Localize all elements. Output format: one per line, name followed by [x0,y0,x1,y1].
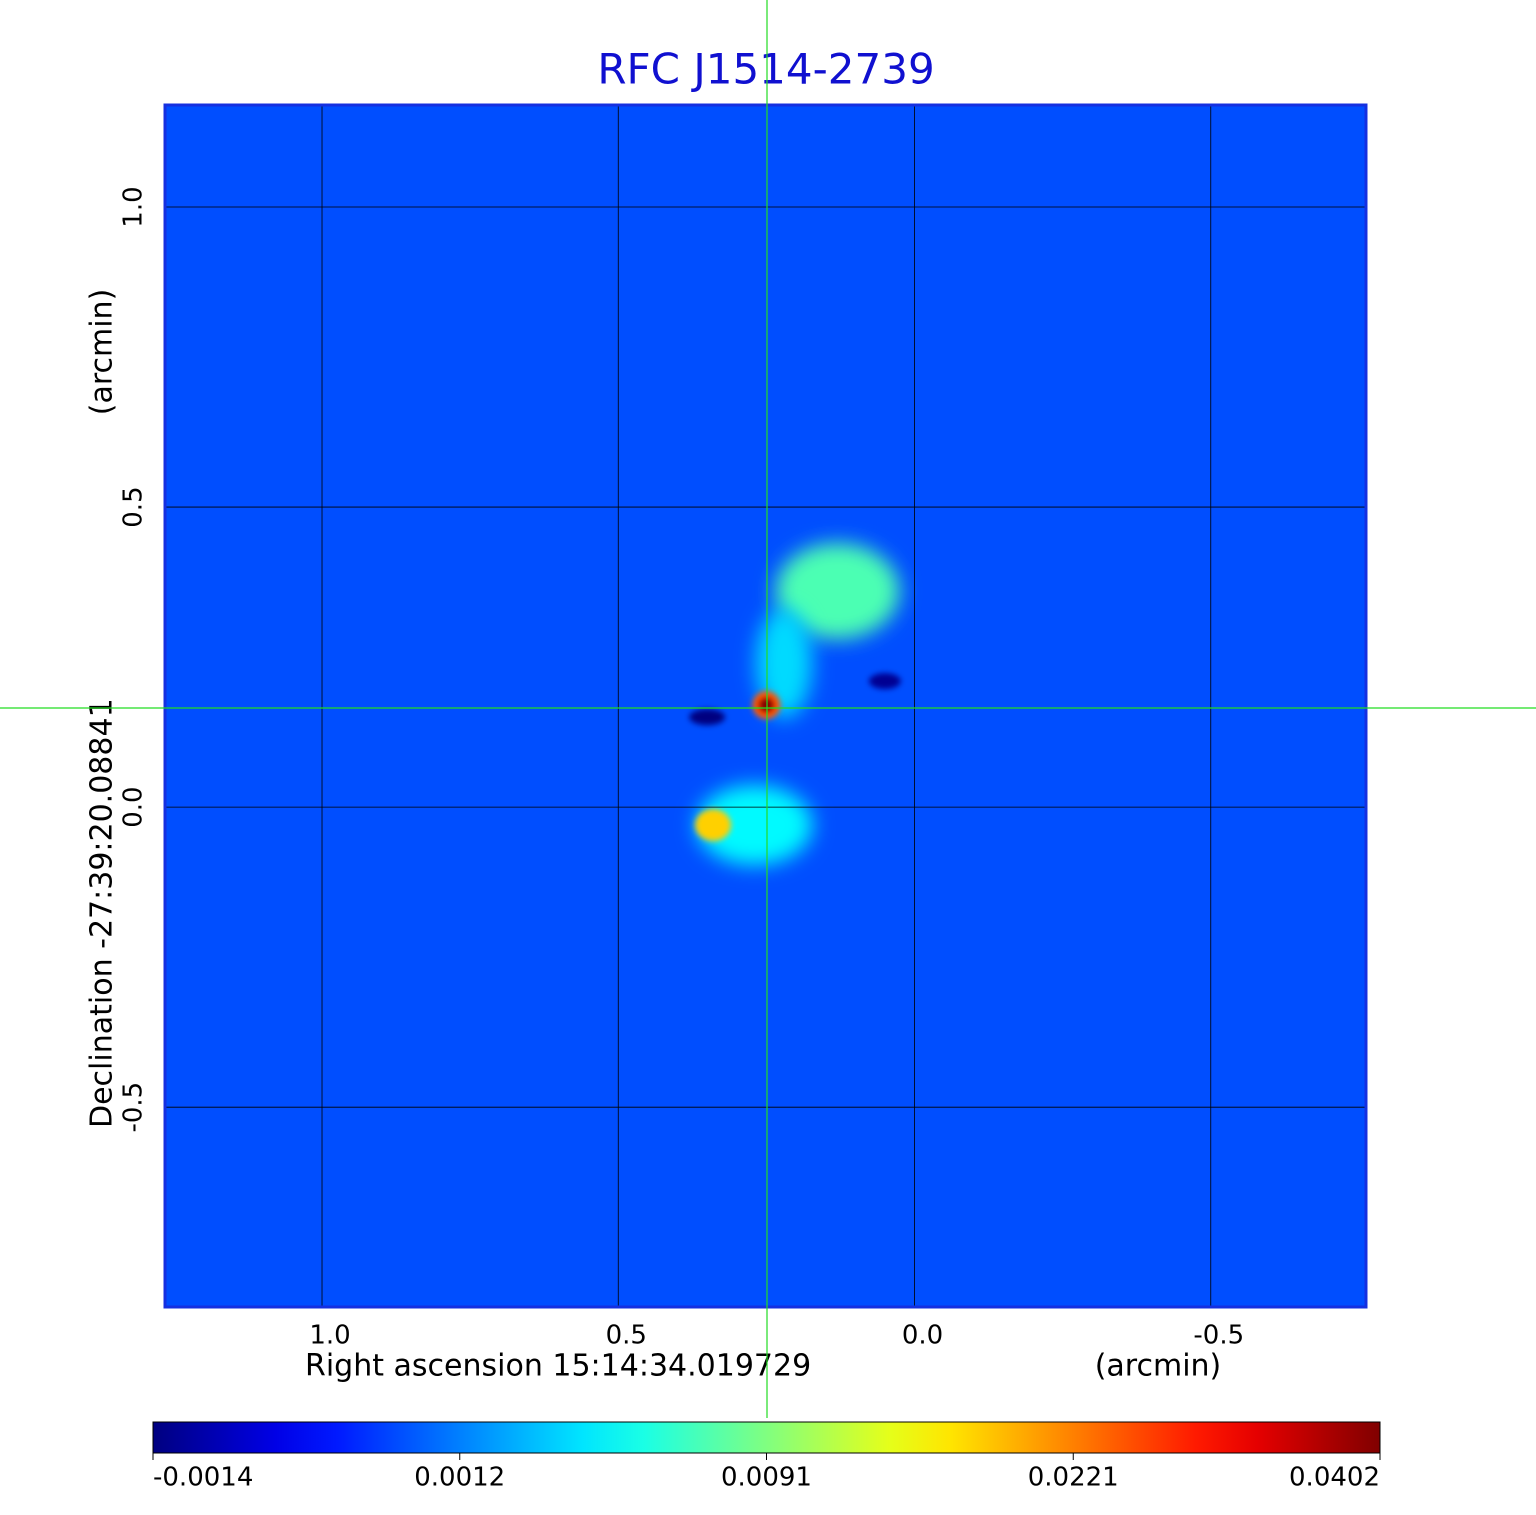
emission-component [775,543,900,640]
colorbar-tick-label: 0.0091 [721,1463,812,1493]
image [165,105,1366,1307]
chart-title: RFC J1514-2739 [597,45,934,94]
x-axis-label: Right ascension 15:14:34.019729 [305,1349,811,1384]
colorbar-tick-label: 0.0402 [1289,1463,1380,1493]
y-tick-label: 1.0 [119,186,149,227]
emission-component [756,608,813,719]
grid [165,105,1366,1307]
colorbar-tick-label: 0.0221 [1028,1463,1119,1493]
emission-component [695,809,732,842]
colorbar-tick-label: -0.0014 [153,1463,253,1493]
x-axis-unit: (arcmin) [1095,1349,1222,1384]
colorbar-tick-label: 0.0012 [414,1463,505,1493]
y-axis-label: Declination -27:39:20.08841 [85,698,120,1128]
emission-component [868,673,901,690]
emission-component [696,785,813,866]
colorbar [152,1421,1381,1454]
emission-component [689,709,726,726]
colorbar-ticks: -0.0014 0.0012 0.0091 0.0221 0.0402 [152,1453,1381,1493]
x-tick-label: 0.0 [902,1321,943,1351]
x-tick-label: -0.5 [1193,1321,1244,1351]
y-tick-label: 0.5 [119,486,149,527]
x-tick-label: 0.5 [606,1321,647,1351]
frame [163,103,1368,1309]
x-tick-label: 1.0 [309,1321,350,1351]
y-tick-label: 0.0 [119,786,149,827]
y-axis-unit: (arcmin) [85,289,120,416]
y-tick-label: -0.5 [119,1082,149,1133]
emission-component [759,698,774,713]
